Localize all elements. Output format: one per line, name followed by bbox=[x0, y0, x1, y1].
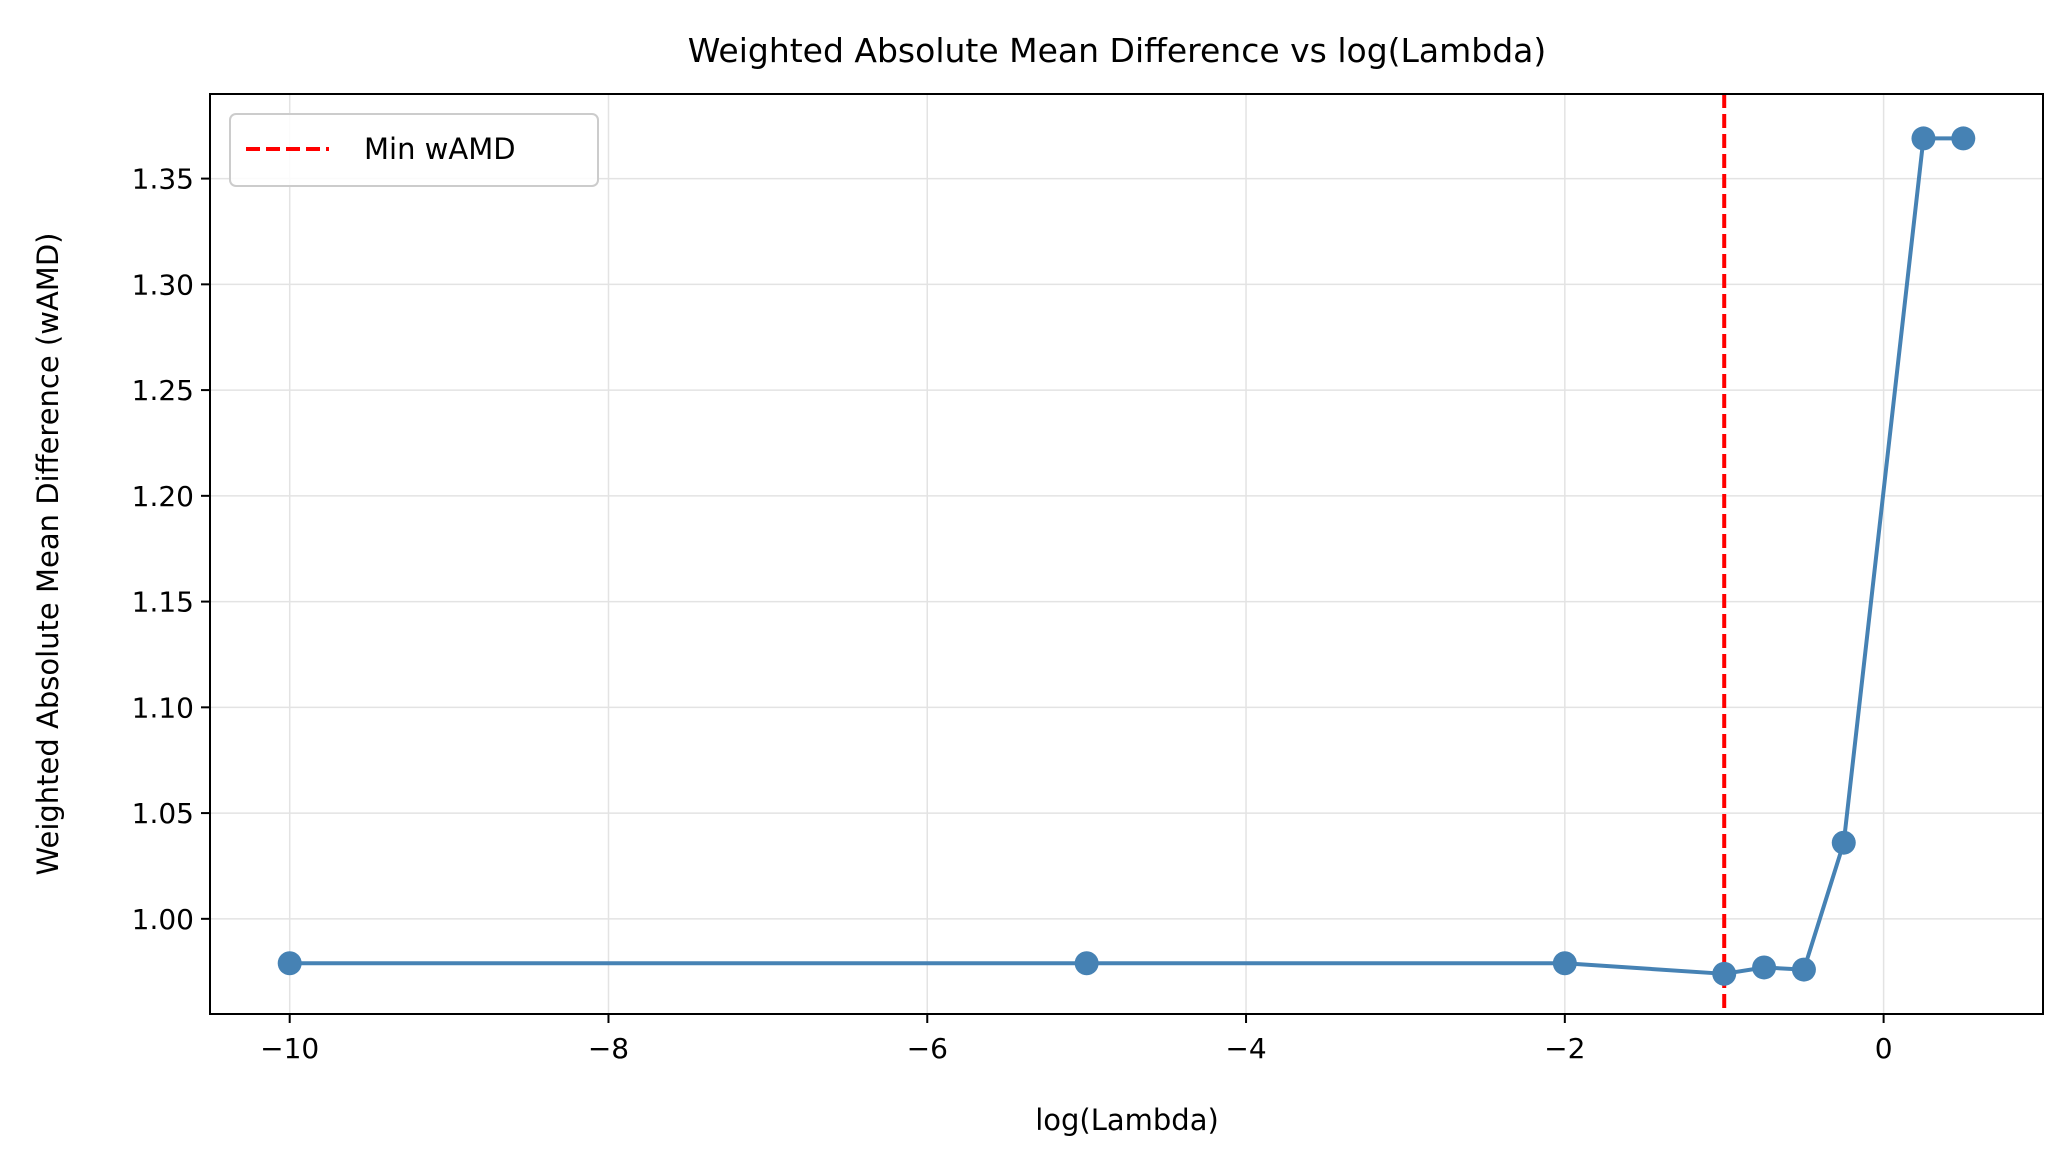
x-tick-label: −6 bbox=[907, 1032, 948, 1065]
data-point bbox=[1712, 961, 1737, 986]
x-axis-ticks: −10 −8 −6 −4 −2 0 bbox=[260, 1014, 1893, 1065]
y-tick-label: 1.05 bbox=[132, 797, 194, 830]
y-tick-label: 1.35 bbox=[132, 163, 194, 196]
data-point bbox=[1951, 126, 1976, 151]
data-point bbox=[1752, 955, 1777, 980]
y-tick-label: 1.20 bbox=[132, 480, 194, 513]
y-tick-label: 1.00 bbox=[132, 903, 194, 936]
y-tick-label: 1.30 bbox=[132, 268, 194, 301]
y-tick-label: 1.25 bbox=[132, 374, 194, 407]
y-tick-label: 1.10 bbox=[132, 691, 194, 724]
y-axis-ticks: 1.00 1.05 1.10 1.15 1.20 1.25 1.30 1.35 bbox=[132, 163, 210, 936]
plot-area-frame bbox=[209, 93, 2044, 1015]
y-axis-label: Weighted Absolute Mean Difference (wAMD) bbox=[31, 233, 65, 876]
data-point bbox=[1552, 951, 1577, 976]
series-layer bbox=[277, 126, 1976, 986]
x-tick-label: 0 bbox=[1875, 1032, 1893, 1065]
x-tick-label: −2 bbox=[1544, 1032, 1585, 1065]
x-tick-label: −10 bbox=[260, 1032, 319, 1065]
legend-label-min-wamd: Min wAMD bbox=[364, 132, 516, 166]
grid-layer bbox=[210, 94, 2043, 1014]
data-point bbox=[277, 951, 302, 976]
data-point bbox=[1911, 126, 1936, 151]
x-tick-label: −4 bbox=[1225, 1032, 1266, 1065]
data-point bbox=[1074, 951, 1099, 976]
x-axis-label: log(Lambda) bbox=[1035, 1103, 1219, 1137]
legend: Min wAMD bbox=[229, 113, 599, 187]
chart-title: Weighted Absolute Mean Difference vs log… bbox=[688, 31, 1547, 70]
y-tick-label: 1.15 bbox=[132, 586, 194, 619]
legend-box bbox=[229, 113, 599, 187]
x-tick-label: −8 bbox=[588, 1032, 629, 1065]
data-point bbox=[1831, 830, 1856, 855]
data-point bbox=[1791, 957, 1816, 982]
